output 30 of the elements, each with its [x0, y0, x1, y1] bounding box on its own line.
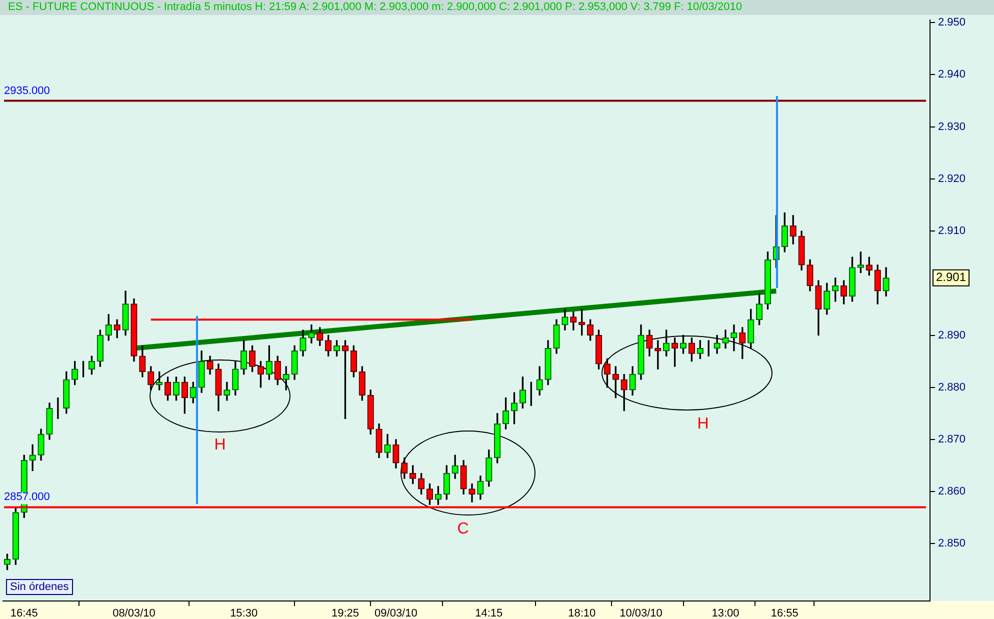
x-tick-label: 18:10: [568, 608, 596, 619]
x-tick-label: 14:15: [475, 608, 503, 619]
y-tick-label: 2.860: [938, 486, 966, 498]
x-tick-label: 13:00: [712, 608, 740, 619]
annotation: C: [457, 520, 469, 538]
y-tick-label: 2.890: [938, 329, 966, 342]
x-tick-label: 19:25: [331, 608, 360, 619]
x-tick-label: 09/03/10: [374, 608, 418, 619]
y-tick-label: 2.870: [938, 434, 966, 446]
x-tick-label: 16:55: [770, 608, 798, 619]
ref-line-label: 2857.000: [4, 491, 50, 504]
annotation: H: [214, 436, 226, 454]
y-tick-label: 2.850: [938, 538, 966, 550]
annotation: H: [697, 415, 709, 432]
y-tick-label: 2.930: [938, 120, 966, 133]
y-tick-label: 2.910: [938, 225, 966, 238]
ref-line-label: 2935.000: [4, 84, 50, 97]
annotation: Sin órdenes: [6, 579, 73, 595]
candlestick: [29, 444, 36, 472]
text: 2.901: [936, 270, 966, 284]
y-tick-label: 2.950: [938, 16, 966, 29]
y-tick-label: 2.940: [938, 68, 966, 81]
y-tick-label: 2.920: [938, 172, 966, 185]
x-tick-label: 08/03/10: [112, 608, 156, 619]
x-tick-label: 15:30: [230, 608, 258, 619]
x-tick-label: 16:45: [10, 608, 38, 619]
candlestick: [730, 324, 738, 352]
y-tick-label: 2.880: [938, 381, 966, 394]
x-tick-label: 10/03/10: [620, 608, 662, 619]
chart-title: ES - FUTURE CONTINUOUS - Intradía 5 minutos H: 21:59 A: 2.901,000 M: 2.903,000 m: 2.900,000 C: 2.901,000 P: 2.953,000 V: 3.799 F: 10/03/2010: [0, 0, 994, 15]
